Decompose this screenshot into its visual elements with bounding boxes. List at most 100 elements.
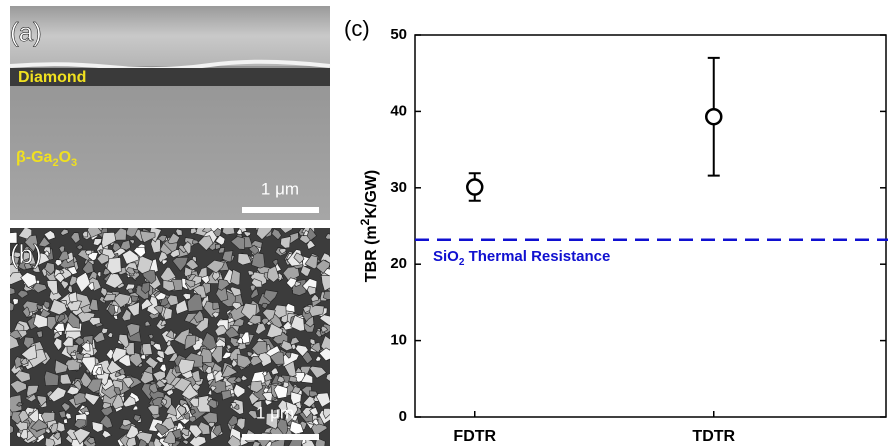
grain	[247, 269, 254, 276]
grain	[52, 431, 61, 441]
grain	[272, 304, 287, 319]
grain	[184, 334, 197, 351]
grain	[100, 287, 108, 297]
grain	[227, 435, 241, 446]
grain	[279, 228, 293, 234]
grain	[284, 351, 292, 359]
grain	[304, 315, 315, 328]
grain	[218, 247, 226, 254]
grain	[162, 279, 176, 292]
grain	[165, 329, 175, 339]
grain	[210, 345, 224, 364]
grain	[128, 239, 135, 245]
grain	[10, 271, 25, 286]
grain	[221, 250, 234, 263]
grain	[154, 422, 170, 436]
grain	[126, 323, 141, 337]
grain	[324, 233, 330, 240]
grain	[86, 277, 102, 292]
grain	[215, 287, 229, 302]
grain	[144, 320, 151, 327]
grain	[191, 383, 201, 392]
grain	[206, 398, 218, 409]
grain	[289, 420, 304, 435]
grain	[263, 289, 279, 303]
grain	[197, 235, 214, 251]
grain	[161, 259, 168, 266]
grain	[222, 228, 236, 236]
grain	[323, 268, 330, 277]
grain	[240, 374, 248, 382]
grain	[127, 352, 143, 368]
grain	[86, 378, 103, 393]
grain	[264, 399, 273, 406]
grain	[68, 291, 78, 303]
grain	[111, 393, 125, 410]
grain	[20, 357, 28, 365]
grain	[207, 421, 216, 428]
grain	[309, 406, 319, 416]
grain	[61, 402, 71, 413]
grain	[270, 367, 280, 376]
grain	[84, 410, 90, 417]
grain	[190, 409, 196, 416]
grain	[81, 260, 94, 275]
scale-bar	[242, 434, 319, 440]
grain	[10, 424, 14, 434]
grain	[107, 303, 116, 317]
grain	[304, 255, 318, 270]
grain	[230, 236, 245, 250]
grain	[118, 333, 130, 349]
grain	[233, 404, 240, 410]
grain	[131, 405, 139, 411]
grain	[40, 411, 56, 423]
grain	[230, 268, 241, 286]
grain	[95, 367, 102, 376]
grain	[262, 308, 276, 322]
grain	[141, 282, 151, 294]
grain	[53, 331, 61, 340]
grain	[232, 383, 246, 399]
grain	[322, 408, 330, 419]
grain	[280, 340, 293, 352]
grain	[214, 370, 225, 383]
grain	[147, 404, 160, 416]
grain	[53, 337, 63, 351]
grain	[166, 340, 172, 347]
grain	[92, 238, 103, 246]
grain	[113, 387, 122, 396]
grain	[141, 343, 153, 356]
grain	[182, 241, 192, 255]
grain	[54, 359, 69, 375]
grain	[309, 365, 327, 379]
grain	[186, 293, 204, 312]
grain	[286, 277, 298, 289]
grain	[35, 252, 51, 267]
grain	[76, 352, 84, 361]
grain	[276, 375, 285, 383]
grain	[181, 439, 189, 446]
grain	[165, 403, 178, 416]
y-axis-label: TBR (m2K/GW)	[358, 170, 380, 282]
grain	[149, 382, 159, 394]
y-tick-label: 40	[390, 102, 407, 119]
grain	[33, 313, 48, 329]
x-tick-label: FDTR	[453, 428, 496, 445]
grain	[167, 232, 181, 245]
grain	[306, 286, 317, 296]
grain	[46, 280, 59, 295]
panel-label: (c)	[344, 16, 370, 41]
grain	[320, 274, 330, 292]
y-tick-label: 30	[390, 179, 407, 196]
grain	[174, 365, 181, 374]
grain	[175, 228, 183, 236]
sem-image-a: (a) Diamond β-Ga2O3 1 μm	[10, 6, 331, 220]
grain	[214, 325, 229, 337]
grain	[122, 419, 133, 427]
grain	[20, 272, 37, 288]
grain	[26, 384, 39, 398]
grain	[248, 244, 260, 256]
grain	[58, 410, 67, 419]
grain	[150, 238, 161, 254]
grain	[113, 228, 127, 241]
